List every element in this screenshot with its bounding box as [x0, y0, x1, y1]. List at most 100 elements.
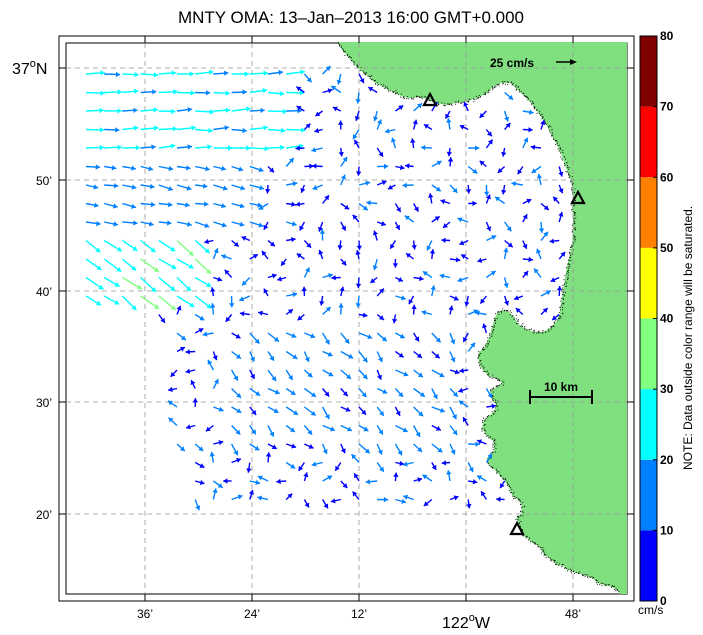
- coast-dot: [526, 96, 528, 99]
- coast-dot: [587, 575, 589, 577]
- coast-dot: [491, 330, 494, 332]
- coast-dot: [566, 165, 569, 167]
- coast-dot: [392, 91, 394, 93]
- current-vector-head: [100, 70, 105, 76]
- coast-dot: [533, 108, 536, 110]
- current-vector-head: [418, 411, 424, 417]
- coast-dot: [565, 281, 567, 283]
- coast-dot: [356, 64, 358, 66]
- current-vector-head: [528, 127, 533, 133]
- current-vector-head: [185, 368, 191, 374]
- current-vector-head: [470, 342, 475, 348]
- coast-dot: [540, 552, 542, 554]
- coast-dot: [562, 298, 564, 300]
- current-vector-head: [435, 426, 441, 431]
- current-vector-head: [368, 87, 374, 92]
- coast-dot: [567, 277, 569, 280]
- current-vector-head: [412, 119, 418, 125]
- current-vector-head: [224, 70, 229, 76]
- coast-dot: [558, 564, 560, 566]
- coast-dot: [570, 209, 573, 211]
- current-vector-head: [441, 460, 447, 466]
- coast-dot: [524, 326, 526, 328]
- coast-dot: [528, 328, 530, 331]
- current-vector-head: [426, 245, 432, 251]
- coast-dot: [411, 98, 413, 100]
- coast-dot: [508, 483, 510, 486]
- current-vector-head: [207, 359, 213, 365]
- coast-dot: [518, 522, 520, 524]
- coast-dot: [483, 348, 486, 350]
- coast-dot: [566, 171, 568, 173]
- current-vector-head: [218, 406, 224, 412]
- current-vector-head: [98, 284, 104, 290]
- coast-dot: [341, 48, 343, 50]
- coast-dot: [573, 242, 575, 244]
- coast-dot: [494, 451, 497, 453]
- coast-dot: [524, 95, 526, 97]
- current-vector-head: [93, 184, 99, 190]
- coast-dot: [496, 470, 498, 472]
- current-vector-head: [96, 300, 101, 306]
- current-vector-head: [225, 316, 231, 322]
- current-vector-head: [210, 303, 216, 308]
- coast-dot: [482, 346, 485, 348]
- coast-dot: [556, 140, 558, 142]
- current-vector-head: [487, 393, 493, 398]
- current-vector-head: [435, 337, 441, 343]
- coast-dot: [364, 73, 366, 75]
- current-vector-head: [209, 109, 215, 115]
- current-vector-head: [463, 417, 468, 423]
- coast-dot: [500, 312, 503, 314]
- coast-dot: [551, 129, 553, 131]
- current-vector-head: [508, 94, 514, 100]
- current-vector-head: [280, 127, 286, 134]
- coast-dot: [484, 93, 487, 95]
- current-vector-head: [366, 200, 371, 206]
- coast-dot: [484, 428, 486, 430]
- coast-dot: [486, 416, 488, 418]
- coast-dot: [483, 367, 485, 369]
- current-vector-head: [171, 108, 176, 115]
- coast-dot: [557, 319, 559, 321]
- coast-dot: [494, 377, 496, 379]
- current-vector-head: [459, 240, 465, 246]
- coast-dot: [486, 343, 488, 345]
- coast-dot: [560, 305, 562, 307]
- current-vector-head: [310, 410, 316, 416]
- coast-dot: [389, 90, 391, 92]
- current-vector-head: [151, 144, 156, 150]
- coast-dot: [569, 264, 571, 266]
- coast-dot: [592, 577, 594, 579]
- coast-dot: [572, 183, 575, 185]
- current-vector-head: [113, 183, 119, 189]
- current-vector-head: [246, 468, 252, 473]
- current-vector-head: [459, 124, 465, 130]
- coast-dot: [599, 583, 601, 586]
- current-vector-head: [114, 282, 120, 287]
- coast-dot: [369, 77, 371, 80]
- coast-dot: [348, 56, 350, 59]
- coast-dot: [558, 144, 560, 146]
- current-vector-head: [310, 333, 316, 339]
- current-vector-head: [263, 224, 269, 230]
- current-vector-head: [173, 89, 178, 95]
- current-vector-head: [153, 72, 159, 78]
- current-vector-head: [168, 186, 173, 192]
- current-vector-head: [424, 124, 429, 129]
- current-vector-head: [338, 120, 344, 125]
- coast-dot: [562, 149, 564, 151]
- current-vector-head: [271, 376, 277, 382]
- coast-dot: [574, 212, 576, 215]
- coast-dot: [563, 303, 565, 305]
- current-vector-head: [188, 251, 194, 256]
- coast-dot: [484, 432, 486, 434]
- coast-dot: [483, 417, 485, 419]
- coast-dot: [493, 87, 496, 89]
- current-vector-head: [378, 357, 383, 363]
- coast-dot: [509, 310, 511, 312]
- current-vector-head: [325, 66, 331, 71]
- current-vector-head: [296, 253, 302, 259]
- current-vector-head: [403, 461, 408, 467]
- current-vector-head: [237, 494, 243, 500]
